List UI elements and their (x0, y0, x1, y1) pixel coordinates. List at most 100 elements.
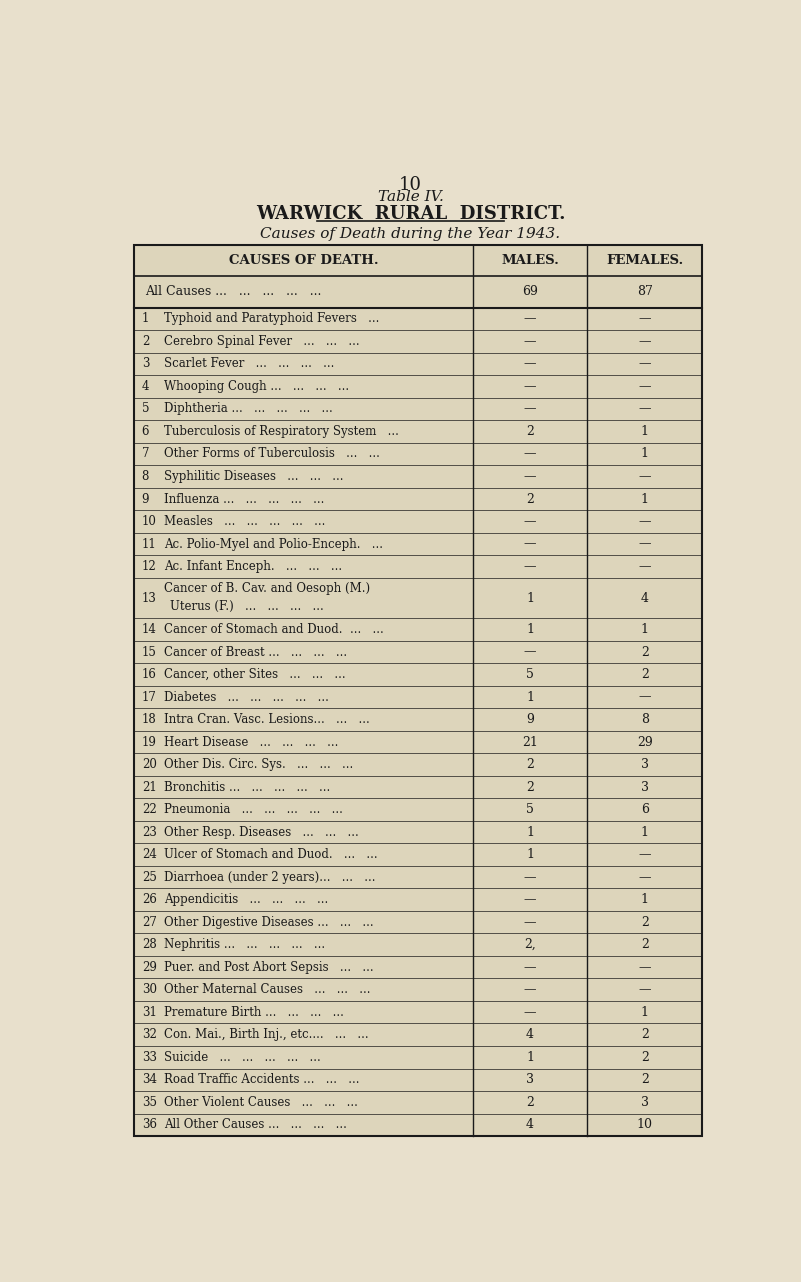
Text: —: — (524, 403, 536, 415)
Text: 3: 3 (641, 758, 649, 772)
Text: 19: 19 (142, 736, 156, 749)
Text: —: — (638, 515, 651, 528)
Text: 14: 14 (142, 623, 156, 636)
Text: 26: 26 (142, 894, 156, 906)
Text: —: — (524, 447, 536, 460)
Text: 2: 2 (526, 758, 534, 772)
Text: —: — (524, 537, 536, 550)
Text: —: — (638, 870, 651, 883)
Text: 22: 22 (142, 803, 156, 817)
Text: Ac. Infant Enceph.   ...   ...   ...: Ac. Infant Enceph. ... ... ... (164, 560, 342, 573)
Text: Bronchitis ...   ...   ...   ...   ...: Bronchitis ... ... ... ... ... (164, 781, 330, 794)
Text: 35: 35 (142, 1096, 157, 1109)
Text: 1: 1 (526, 691, 534, 704)
Text: 24: 24 (142, 849, 156, 862)
Text: 1: 1 (641, 447, 649, 460)
Text: 8: 8 (142, 470, 149, 483)
Text: 2: 2 (641, 938, 649, 951)
Text: Puer. and Post Abort Sepsis   ...   ...: Puer. and Post Abort Sepsis ... ... (164, 960, 374, 974)
Text: —: — (638, 313, 651, 326)
Text: Tuberculosis of Respiratory System   ...: Tuberculosis of Respiratory System ... (164, 426, 399, 438)
Text: Cerebro Spinal Fever   ...   ...   ...: Cerebro Spinal Fever ... ... ... (164, 335, 360, 347)
Text: 1: 1 (641, 826, 649, 838)
Text: —: — (638, 358, 651, 370)
Text: 2: 2 (641, 646, 649, 659)
Text: 20: 20 (142, 758, 156, 772)
Text: 10: 10 (142, 515, 156, 528)
Text: 25: 25 (142, 870, 156, 883)
Text: Ac. Polio-Myel and Polio-Enceph.   ...: Ac. Polio-Myel and Polio-Enceph. ... (164, 537, 383, 550)
Text: 31: 31 (142, 1006, 156, 1019)
Text: 1: 1 (641, 492, 649, 505)
Text: 2,: 2, (524, 938, 536, 951)
Text: Table IV.: Table IV. (377, 190, 444, 204)
Text: 9: 9 (526, 713, 534, 726)
Text: Other Violent Causes   ...   ...   ...: Other Violent Causes ... ... ... (164, 1096, 358, 1109)
Text: —: — (524, 960, 536, 974)
Text: 23: 23 (142, 826, 156, 838)
Text: 1: 1 (641, 1006, 649, 1019)
Text: —: — (638, 849, 651, 862)
Text: 2: 2 (526, 492, 534, 505)
Text: —: — (524, 560, 536, 573)
Text: Cancer of B. Cav. and Oesoph (M.): Cancer of B. Cav. and Oesoph (M.) (164, 582, 370, 595)
Text: All Causes ...   ...   ...   ...   ...: All Causes ... ... ... ... ... (146, 286, 322, 299)
Text: 3: 3 (526, 1073, 534, 1086)
Text: 2: 2 (641, 1051, 649, 1064)
Text: 18: 18 (142, 713, 156, 726)
Text: —: — (524, 515, 536, 528)
Text: 11: 11 (142, 537, 156, 550)
Text: —: — (638, 335, 651, 347)
Text: 28: 28 (142, 938, 156, 951)
Text: —: — (524, 870, 536, 883)
Text: 69: 69 (522, 286, 538, 299)
Text: Ulcer of Stomach and Duod.   ...   ...: Ulcer of Stomach and Duod. ... ... (164, 849, 378, 862)
Text: Diphtheria ...   ...   ...   ...   ...: Diphtheria ... ... ... ... ... (164, 403, 332, 415)
Text: 30: 30 (142, 983, 157, 996)
Text: —: — (524, 470, 536, 483)
Text: 2: 2 (641, 668, 649, 681)
Text: Intra Cran. Vasc. Lesions...   ...   ...: Intra Cran. Vasc. Lesions... ... ... (164, 713, 370, 726)
Text: Other Digestive Diseases ...   ...   ...: Other Digestive Diseases ... ... ... (164, 915, 374, 928)
Text: 1: 1 (526, 826, 534, 838)
Text: 4: 4 (526, 1118, 534, 1131)
Text: MALES.: MALES. (501, 254, 559, 267)
Text: —: — (524, 313, 536, 326)
Text: Causes of Death during the Year 1943.: Causes of Death during the Year 1943. (260, 227, 561, 241)
Text: Road Traffic Accidents ...   ...   ...: Road Traffic Accidents ... ... ... (164, 1073, 360, 1086)
Text: 6: 6 (641, 803, 649, 817)
Text: Cancer of Breast ...   ...   ...   ...: Cancer of Breast ... ... ... ... (164, 646, 347, 659)
Text: —: — (524, 379, 536, 394)
Text: 32: 32 (142, 1028, 156, 1041)
Text: —: — (638, 691, 651, 704)
Text: Influenza ...   ...   ...   ...   ...: Influenza ... ... ... ... ... (164, 492, 324, 505)
Text: —: — (638, 379, 651, 394)
Text: CAUSES OF DEATH.: CAUSES OF DEATH. (228, 254, 378, 267)
Text: 34: 34 (142, 1073, 157, 1086)
Text: 17: 17 (142, 691, 156, 704)
Text: Measles   ...   ...   ...   ...   ...: Measles ... ... ... ... ... (164, 515, 325, 528)
Text: 10: 10 (399, 176, 422, 194)
Text: 1: 1 (641, 894, 649, 906)
Text: —: — (524, 915, 536, 928)
Text: 27: 27 (142, 915, 156, 928)
Text: —: — (524, 335, 536, 347)
Text: Heart Disease   ...   ...   ...   ...: Heart Disease ... ... ... ... (164, 736, 339, 749)
Text: —: — (638, 537, 651, 550)
Text: Other Maternal Causes   ...   ...   ...: Other Maternal Causes ... ... ... (164, 983, 371, 996)
Text: Diabetes   ...   ...   ...   ...   ...: Diabetes ... ... ... ... ... (164, 691, 329, 704)
Text: 36: 36 (142, 1118, 157, 1131)
Text: Other Forms of Tuberculosis   ...   ...: Other Forms of Tuberculosis ... ... (164, 447, 380, 460)
Text: All Other Causes ...   ...   ...   ...: All Other Causes ... ... ... ... (164, 1118, 347, 1131)
Text: —: — (524, 646, 536, 659)
Text: 10: 10 (637, 1118, 653, 1131)
Text: 4: 4 (142, 379, 149, 394)
Text: Premature Birth ...   ...   ...   ...: Premature Birth ... ... ... ... (164, 1006, 344, 1019)
Text: 1: 1 (526, 591, 534, 605)
Text: Nephritis ...   ...   ...   ...   ...: Nephritis ... ... ... ... ... (164, 938, 325, 951)
Text: 1: 1 (526, 623, 534, 636)
Text: Typhoid and Paratyphoid Fevers   ...: Typhoid and Paratyphoid Fevers ... (164, 313, 380, 326)
Text: 2: 2 (641, 1073, 649, 1086)
Text: 3: 3 (641, 1096, 649, 1109)
Text: 2: 2 (526, 1096, 534, 1109)
